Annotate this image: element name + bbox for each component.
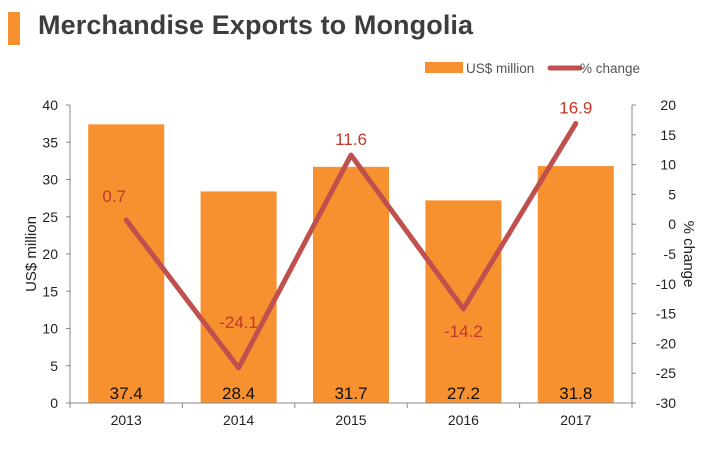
line-value-label: 16.9	[559, 98, 592, 117]
x-tick-label: 2014	[223, 412, 254, 428]
line-value-label: -24.1	[219, 313, 258, 332]
bar-2013	[88, 124, 165, 404]
y-tick-label: 20	[42, 246, 58, 262]
y2-tick-label: -15	[656, 306, 676, 322]
x-tick-label: 2015	[335, 412, 366, 428]
x-tick-label: 2013	[111, 412, 142, 428]
y2-tick-label: -25	[656, 365, 676, 381]
bar-2016	[425, 200, 502, 403]
legend-label-bar: US$ million	[466, 61, 534, 76]
y-tick-label: 10	[42, 321, 58, 337]
y2-tick-label: 15	[660, 127, 676, 143]
y2-tick-label: 10	[660, 157, 676, 173]
y2-tick-label: -30	[656, 395, 676, 411]
pct-change-line	[123, 120, 579, 371]
y2-tick-label: -20	[656, 335, 676, 351]
y-tick-label: 40	[42, 97, 58, 113]
bar-2017	[537, 166, 614, 403]
legend-swatch-bar	[425, 62, 463, 73]
y-tick-label: 5	[50, 358, 58, 374]
y-tick-label: 0	[50, 395, 58, 411]
y-tick-label: 25	[42, 209, 58, 225]
bar-value-label: 31.8	[559, 384, 592, 403]
bar-value-label: 31.7	[334, 384, 367, 403]
legend-label-line: % change	[580, 61, 640, 76]
y-axis-title: US$ million	[23, 216, 40, 292]
y2-tick-label: -10	[656, 276, 676, 292]
bar-value-label: 37.4	[110, 384, 143, 403]
y-tick-label: 30	[42, 172, 58, 188]
x-tick-label: 2017	[560, 412, 591, 428]
line-value-label: -14.2	[444, 322, 483, 341]
x-tick-label: 2016	[448, 412, 479, 428]
y2-tick-label: 5	[668, 186, 676, 202]
bar-value-label: 28.4	[222, 384, 255, 403]
title-accent-bar	[8, 12, 20, 45]
y-tick-label: 15	[42, 283, 58, 299]
bar-value-label: 27.2	[447, 384, 480, 403]
y2-axis-title: % change	[680, 221, 697, 288]
bar-2014	[200, 191, 277, 403]
line-value-label: 0.7	[102, 187, 126, 206]
line-value-label: 11.6	[335, 130, 367, 149]
y2-tick-label: 0	[668, 216, 676, 232]
y2-tick-label: -5	[664, 246, 677, 262]
chart-title: Merchandise Exports to Mongolia	[38, 10, 474, 40]
y2-tick-label: 20	[660, 97, 676, 113]
y-tick-label: 35	[42, 134, 58, 150]
